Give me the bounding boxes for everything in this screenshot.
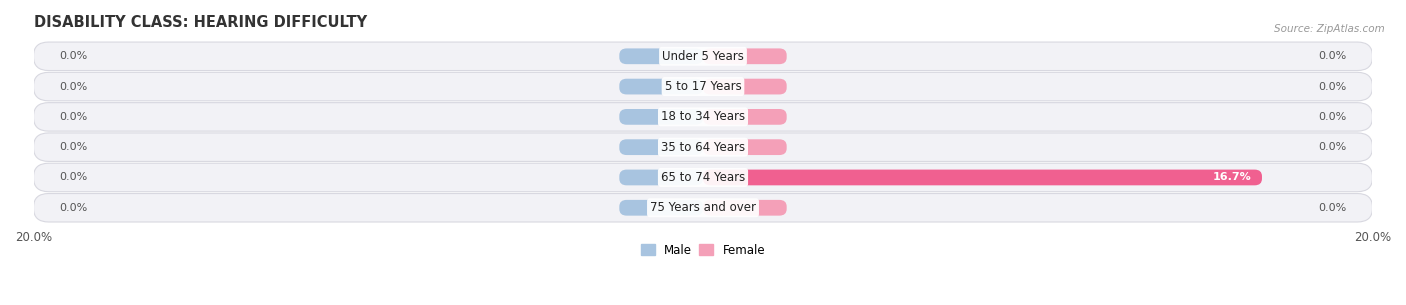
FancyBboxPatch shape xyxy=(619,109,703,125)
Text: 0.0%: 0.0% xyxy=(59,172,87,182)
Text: 18 to 34 Years: 18 to 34 Years xyxy=(661,110,745,124)
Text: 0.0%: 0.0% xyxy=(59,81,87,92)
Text: 0.0%: 0.0% xyxy=(59,142,87,152)
Text: 0.0%: 0.0% xyxy=(1319,51,1347,61)
Text: 0.0%: 0.0% xyxy=(1319,203,1347,213)
FancyBboxPatch shape xyxy=(619,139,703,155)
Text: 0.0%: 0.0% xyxy=(59,51,87,61)
FancyBboxPatch shape xyxy=(703,48,787,64)
FancyBboxPatch shape xyxy=(34,72,1372,101)
FancyBboxPatch shape xyxy=(703,139,787,155)
FancyBboxPatch shape xyxy=(703,79,787,95)
FancyBboxPatch shape xyxy=(703,109,787,125)
FancyBboxPatch shape xyxy=(34,133,1372,161)
FancyBboxPatch shape xyxy=(34,193,1372,222)
FancyBboxPatch shape xyxy=(619,48,703,64)
Text: 0.0%: 0.0% xyxy=(59,112,87,122)
FancyBboxPatch shape xyxy=(34,42,1372,70)
Text: 0.0%: 0.0% xyxy=(1319,112,1347,122)
Text: 0.0%: 0.0% xyxy=(1319,142,1347,152)
FancyBboxPatch shape xyxy=(34,163,1372,192)
Text: 75 Years and over: 75 Years and over xyxy=(650,201,756,214)
Text: 5 to 17 Years: 5 to 17 Years xyxy=(665,80,741,93)
FancyBboxPatch shape xyxy=(703,200,787,216)
FancyBboxPatch shape xyxy=(619,200,703,216)
Text: 16.7%: 16.7% xyxy=(1212,172,1251,182)
Text: Under 5 Years: Under 5 Years xyxy=(662,50,744,63)
FancyBboxPatch shape xyxy=(619,79,703,95)
Text: 35 to 64 Years: 35 to 64 Years xyxy=(661,141,745,154)
Legend: Male, Female: Male, Female xyxy=(636,239,770,261)
Text: DISABILITY CLASS: HEARING DIFFICULTY: DISABILITY CLASS: HEARING DIFFICULTY xyxy=(34,15,367,30)
Text: Source: ZipAtlas.com: Source: ZipAtlas.com xyxy=(1274,24,1385,34)
FancyBboxPatch shape xyxy=(619,170,703,185)
Text: 0.0%: 0.0% xyxy=(1319,81,1347,92)
Text: 0.0%: 0.0% xyxy=(59,203,87,213)
FancyBboxPatch shape xyxy=(703,170,1263,185)
Text: 65 to 74 Years: 65 to 74 Years xyxy=(661,171,745,184)
FancyBboxPatch shape xyxy=(34,103,1372,131)
